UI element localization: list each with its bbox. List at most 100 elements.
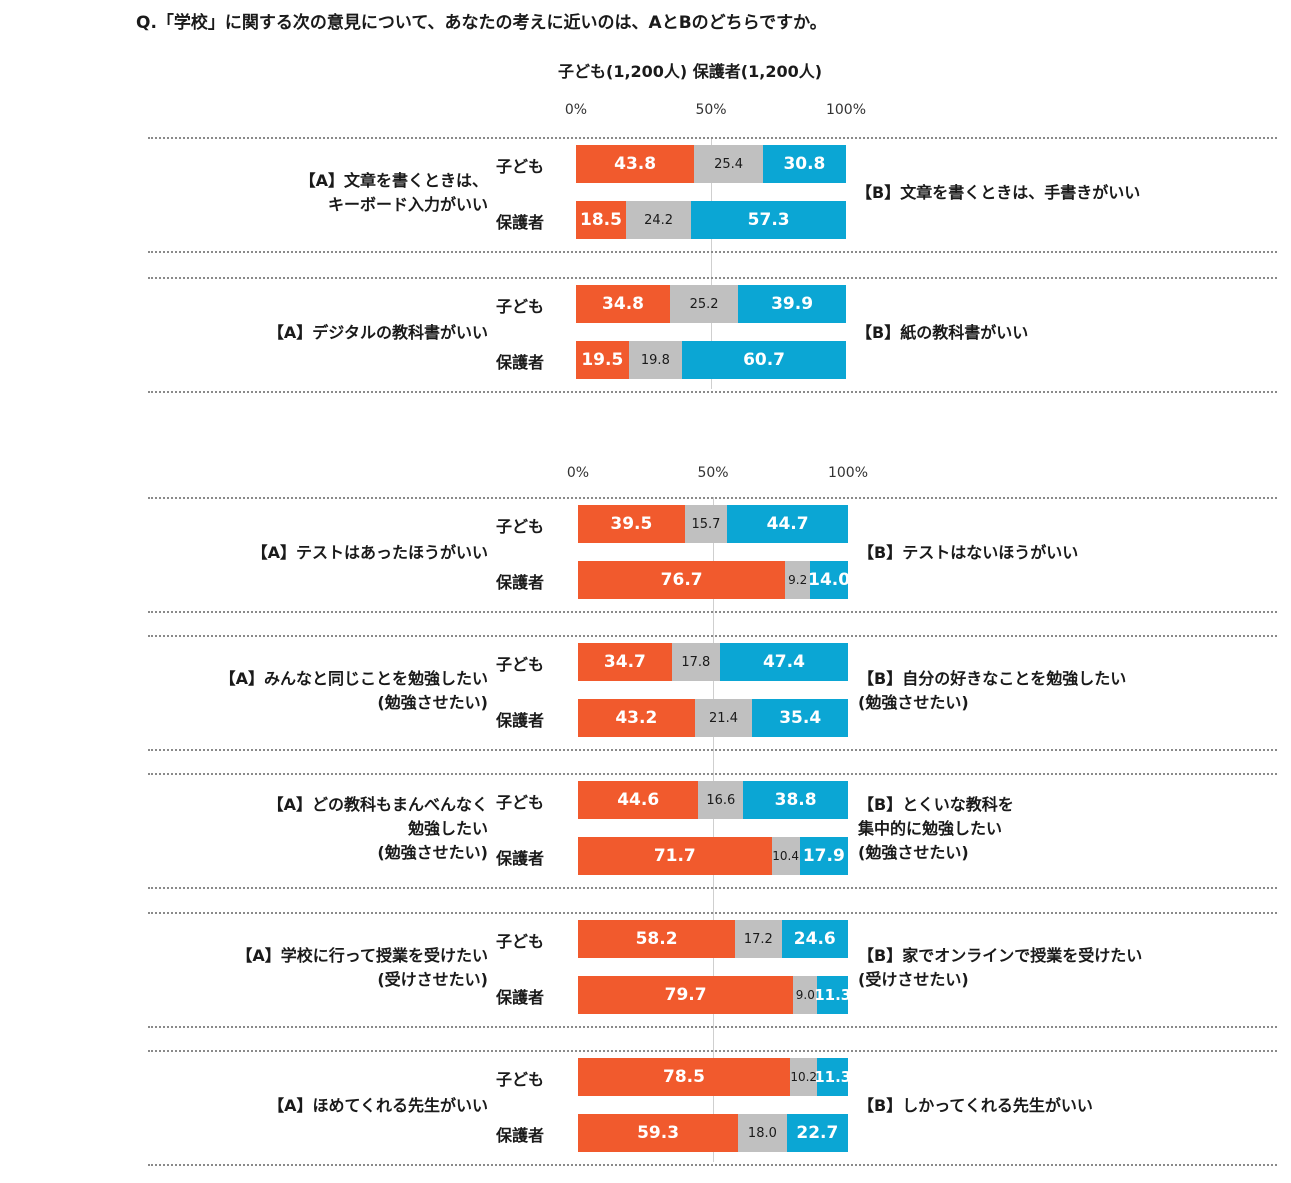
option-a-label: 【A】どの教科もまんべんなく 勉強したい (勉強させたい) — [0, 793, 488, 865]
question-row — [148, 137, 1277, 253]
bar-segment-b: 35.4 — [752, 699, 848, 737]
bar-segment-a: 34.7 — [578, 643, 672, 681]
stacked-bar: 71.7 10.4 17.9 — [578, 837, 848, 875]
option-a-label: 【A】テストはあったほうがいい — [0, 541, 488, 565]
group-label-parent: 保護者 — [496, 353, 545, 372]
bar-segment-neutral: 15.7 — [684, 505, 728, 543]
bar-segment-a: 39.5 — [578, 505, 685, 543]
axis-tick-label: 100% — [825, 102, 867, 118]
bar-segment-neutral: 18.0 — [738, 1114, 787, 1152]
option-a-label-line: (勉強させたい) — [377, 843, 488, 862]
bar-segment-a: 19.5 — [576, 341, 629, 379]
bar-segment-neutral: 9.2 — [785, 561, 811, 599]
axis-tick-label: 100% — [827, 465, 869, 481]
stacked-bar: 34.7 17.8 47.4 — [578, 643, 848, 681]
option-a-label: 【A】学校に行って授業を受けたい (受けさせたい) — [0, 944, 488, 992]
bar-segment-neutral: 25.2 — [670, 285, 739, 323]
group-label-parent: 保護者 — [496, 849, 545, 868]
stacked-bar: 44.6 16.6 38.8 — [578, 781, 848, 819]
gridline-50 — [713, 497, 714, 1162]
group-label-child: 子ども — [496, 1070, 545, 1089]
option-b-label: 【B】しかってくれる先生がいい — [858, 1094, 1093, 1118]
question-row — [148, 497, 1277, 613]
option-a-label: 【A】みんなと同じことを勉強したい (勉強させたい) — [0, 667, 488, 715]
question-row — [148, 1050, 1277, 1166]
stacked-bar: 59.3 18.0 22.7 — [578, 1114, 848, 1152]
axis-tick-label: 0% — [564, 102, 588, 118]
option-b-label: 【B】文章を書くときは、手書きがいい — [856, 181, 1140, 205]
bar-segment-a: 71.7 — [578, 837, 772, 875]
bar-segment-b: 11.3 — [814, 1058, 851, 1096]
option-b-label: 【B】とくいな教科を 集中的に勉強したい (勉強させたい) — [858, 793, 1014, 865]
option-a-label-line: 【A】学校に行って授業を受けたい — [236, 946, 488, 965]
bar-segment-b: 57.3 — [691, 201, 846, 239]
bar-segment-neutral: 17.2 — [735, 920, 782, 958]
bar-segment-a: 58.2 — [578, 920, 736, 958]
question-title: Q.「学校」に関する次の意見について、あなたの考えに近いのは、AとBのどちらです… — [136, 13, 827, 33]
option-a-label-line: 【A】文章を書くときは、 — [299, 171, 488, 190]
bar-segment-a: 44.6 — [578, 781, 699, 819]
group-label-parent: 保護者 — [496, 988, 545, 1007]
bar-segment-neutral: 10.4 — [771, 837, 800, 875]
bar-segment-b: 11.3 — [814, 976, 851, 1014]
option-a-label: 【A】ほめてくれる先生がいい — [0, 1094, 488, 1118]
bar-segment-a: 79.7 — [578, 976, 794, 1014]
option-a-label-line: キーボード入力がいい — [327, 195, 488, 214]
option-b-label-line: 【B】テストはないほうがいい — [858, 543, 1079, 562]
bar-segment-neutral: 9.0 — [793, 976, 818, 1014]
bar-segment-neutral: 16.6 — [698, 781, 744, 819]
stacked-bar: 18.5 24.2 57.3 — [576, 201, 846, 239]
bar-segment-a: 59.3 — [578, 1114, 739, 1152]
question-row — [148, 773, 1277, 889]
bar-segment-a: 43.8 — [576, 145, 695, 183]
bar-segment-a: 34.8 — [576, 285, 671, 323]
bar-segment-neutral: 17.8 — [671, 643, 720, 681]
option-b-label-line: 【B】しかってくれる先生がいい — [858, 1096, 1093, 1115]
group-label-parent: 保護者 — [496, 213, 545, 232]
bar-segment-b: 44.7 — [727, 505, 848, 543]
bar-segment-neutral: 21.4 — [694, 699, 753, 737]
bar-segment-b: 14.0 — [808, 561, 850, 599]
group-label-child: 子ども — [496, 517, 545, 536]
group-label-parent: 保護者 — [496, 711, 545, 730]
bar-segment-b: 39.9 — [738, 285, 846, 323]
bar-segment-b: 47.4 — [719, 643, 848, 681]
sample-size-label: 子ども(1,200人) 保護者(1,200人) — [558, 62, 823, 81]
group-label-child: 子ども — [496, 932, 545, 951]
bar-segment-a: 18.5 — [576, 201, 626, 239]
option-a-label-line: (勉強させたい) — [377, 693, 488, 712]
stacked-bar: 43.2 21.4 35.4 — [578, 699, 848, 737]
option-a-label-line: 勉強したい — [407, 819, 488, 838]
bar-segment-b: 60.7 — [682, 341, 846, 379]
option-b-label-line: (勉強させたい) — [858, 843, 969, 862]
bar-segment-b: 17.9 — [799, 837, 848, 875]
question-row — [148, 912, 1277, 1028]
option-b-label-line: 【B】文章を書くときは、手書きがいい — [856, 183, 1141, 202]
option-a-label-line: 【A】テストはあったほうがいい — [251, 543, 488, 562]
bar-segment-a: 78.5 — [578, 1058, 790, 1096]
option-b-label-line: 【B】紙の教科書がいい — [856, 323, 1029, 342]
bar-segment-neutral: 10.2 — [789, 1058, 818, 1096]
option-a-label-line: 【A】デジタルの教科書がいい — [267, 323, 488, 342]
bar-segment-neutral: 25.4 — [694, 145, 763, 183]
bar-segment-b: 22.7 — [786, 1114, 848, 1152]
option-b-label: 【B】家でオンラインで授業を受けたい (受けさせたい) — [858, 944, 1142, 992]
stacked-bar: 19.5 19.8 60.7 — [576, 341, 846, 379]
stacked-bar: 39.5 15.7 44.7 — [578, 505, 848, 543]
stacked-bar: 34.8 25.2 39.9 — [576, 285, 846, 323]
bar-segment-neutral: 24.2 — [625, 201, 692, 239]
stacked-bar: 76.7 9.2 14.0 — [578, 561, 850, 599]
gridline-50 — [711, 137, 712, 389]
option-a-label-line: (受けさせたい) — [377, 970, 488, 989]
bar-segment-b: 30.8 — [762, 145, 846, 183]
option-a-label-line: 【A】ほめてくれる先生がいい — [268, 1096, 488, 1115]
bar-segment-b: 24.6 — [781, 920, 848, 958]
option-b-label-line: 【B】自分の好きなことを勉強したい — [858, 669, 1127, 688]
option-b-label-line: (受けさせたい) — [858, 970, 969, 989]
option-b-label: 【B】紙の教科書がいい — [856, 321, 1028, 345]
option-b-label: 【B】テストはないほうがいい — [858, 541, 1078, 565]
group-label-parent: 保護者 — [496, 573, 545, 592]
option-b-label-line: 【B】とくいな教科を — [858, 795, 1014, 814]
stacked-bar: 58.2 17.2 24.6 — [578, 920, 848, 958]
bar-segment-b: 38.8 — [743, 781, 848, 819]
